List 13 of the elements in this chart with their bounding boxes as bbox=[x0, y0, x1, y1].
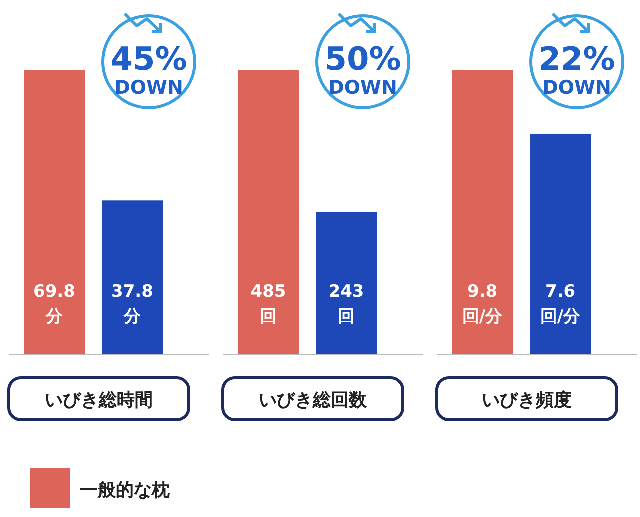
x-axis-title: いびき頻度 bbox=[482, 390, 572, 411]
data-label: 9.8 回/分 bbox=[462, 282, 504, 327]
x-axis-title: いびき総時間 bbox=[45, 390, 153, 411]
annotation: 45% DOWN bbox=[110, 40, 188, 99]
data-label: 7.6 回/分 bbox=[540, 282, 582, 327]
data-label: 485 回 bbox=[250, 282, 286, 327]
data-label: 243 回 bbox=[328, 282, 364, 327]
legend-label: 一般的な枕 bbox=[80, 480, 170, 501]
data-label: 37.8 分 bbox=[112, 282, 154, 327]
data-label: 69.8 分 bbox=[34, 282, 76, 327]
annotation: 22% DOWN bbox=[538, 40, 616, 99]
x-axis-title: いびき総回数 bbox=[259, 390, 368, 411]
annotation: 50% DOWN bbox=[324, 40, 402, 99]
